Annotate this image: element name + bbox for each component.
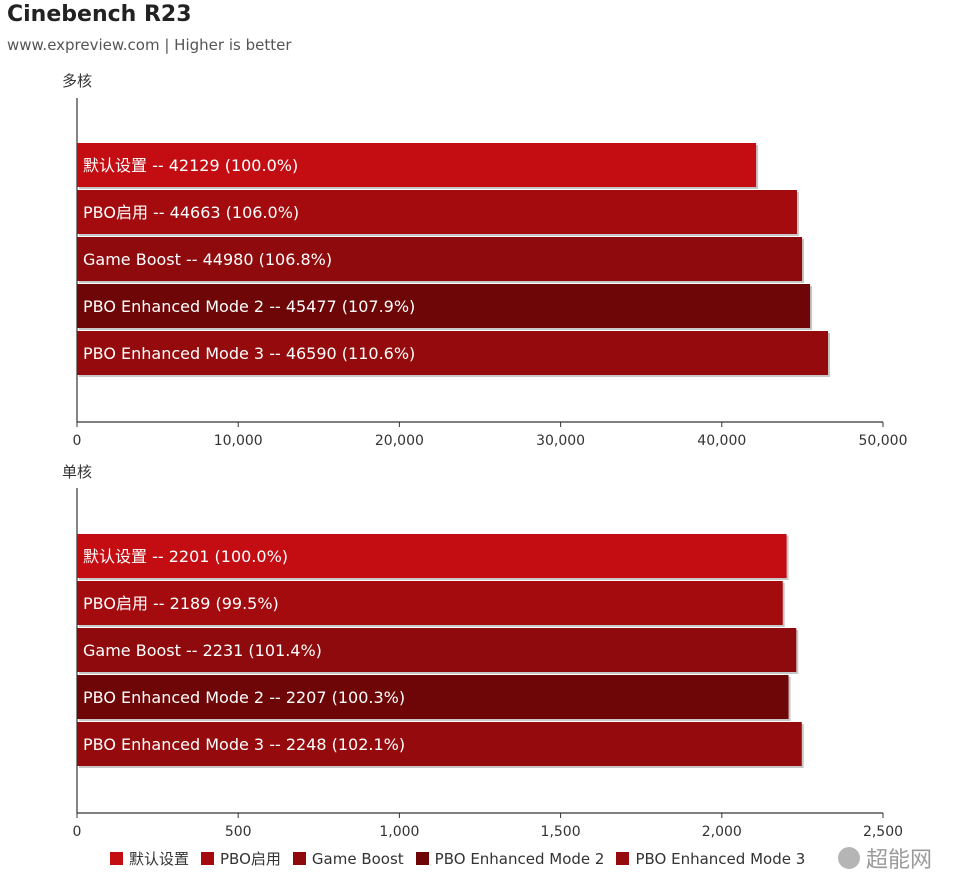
- x-tick-label: 2,500: [863, 824, 903, 840]
- bar: [77, 331, 829, 375]
- x-tick-label: 0: [73, 824, 82, 840]
- legend-item: PBO Enhanced Mode 3: [616, 850, 805, 868]
- bar-data-label: PBO Enhanced Mode 2 -- 2207 (100.3%): [83, 688, 405, 707]
- bar-data-label: Game Boost -- 44980 (106.8%): [83, 250, 332, 269]
- bar-data-label: Game Boost -- 2231 (101.4%): [83, 641, 322, 660]
- bar-data-label: PBO启用 -- 44663 (106.0%): [83, 203, 299, 222]
- watermark-text: 超能网: [865, 848, 932, 873]
- x-tick-label: 40,000: [697, 433, 746, 449]
- legend-label: Game Boost: [311, 849, 404, 868]
- x-tick-label: 20,000: [375, 433, 424, 449]
- bar: [77, 237, 803, 281]
- legend-label: PBO Enhanced Mode 2: [434, 849, 605, 868]
- bar: [77, 284, 811, 328]
- legend-label: 默认设置: [129, 850, 190, 868]
- bar-data-label: PBO Enhanced Mode 3 -- 46590 (110.6%): [83, 344, 415, 363]
- bar: [77, 581, 783, 625]
- wechat-icon: [837, 847, 860, 869]
- bar-data-label: PBO Enhanced Mode 2 -- 45477 (107.9%): [83, 297, 415, 316]
- legend-label: PBO Enhanced Mode 3: [635, 849, 806, 868]
- x-tick-label: 500: [225, 824, 252, 840]
- legend-label: PBO启用: [220, 850, 281, 868]
- x-tick-label: 2,000: [702, 824, 742, 840]
- legend-item: PBO启用: [201, 848, 281, 869]
- watermark: 超能网: [837, 842, 932, 874]
- bar-data-label: 默认设置 -- 2201 (100.0%): [83, 547, 288, 566]
- bar: [77, 722, 802, 766]
- bar-data-label: PBO Enhanced Mode 3 -- 2248 (102.1%): [83, 735, 405, 754]
- x-tick-label: 50,000: [859, 433, 908, 449]
- legend: 默认设置 PBO启用 Game Boost PBO Enhanced Mode …: [110, 848, 817, 869]
- legend-item: 默认设置: [110, 848, 189, 869]
- legend-swatch: [110, 852, 123, 865]
- x-tick-label: 1,500: [541, 824, 581, 840]
- bar: [77, 534, 787, 578]
- panel-title: 多核: [62, 72, 92, 90]
- panel-title: 单核: [62, 463, 92, 481]
- chart-subtitle: www.expreview.com | Higher is better: [7, 36, 292, 54]
- x-tick-label: 0: [73, 433, 82, 449]
- bar: [77, 190, 797, 234]
- x-tick-label: 1,000: [379, 824, 419, 840]
- legend-item: Game Boost: [292, 849, 404, 868]
- bar-data-label: PBO启用 -- 2189 (99.5%): [83, 594, 279, 613]
- bar: [77, 143, 757, 187]
- legend-swatch: [201, 852, 215, 865]
- bar: [77, 628, 797, 672]
- x-tick-label: 30,000: [536, 433, 585, 449]
- bar-data-label: 默认设置 -- 42129 (100.0%): [83, 156, 298, 175]
- bar: [77, 675, 789, 719]
- legend-swatch: [415, 852, 429, 865]
- legend-swatch: [616, 852, 630, 865]
- legend-item: PBO Enhanced Mode 2: [415, 849, 605, 868]
- chart-title: Cinebench R23: [7, 2, 192, 27]
- x-tick-label: 10,000: [214, 433, 263, 449]
- legend-swatch: [292, 852, 306, 865]
